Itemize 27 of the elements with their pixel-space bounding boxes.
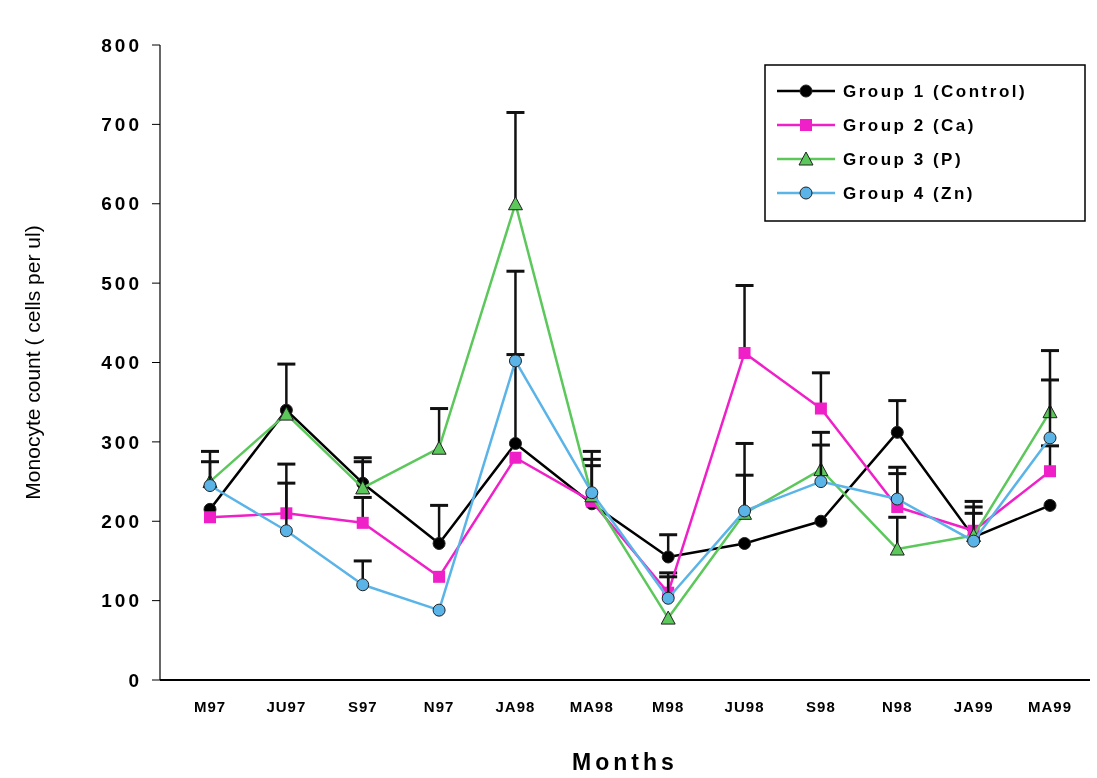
x-tick-label: MA98 [569,698,614,715]
x-axis-title: Months [572,749,678,775]
x-tick-label: S97 [347,698,378,715]
legend-label: Group 1 (Control) [843,81,1028,101]
x-tick-label: JU97 [266,698,307,715]
x-tick-label: S98 [806,698,836,715]
x-tick-label: N98 [882,698,913,715]
x-tick-label: N97 [423,698,455,715]
y-axis-title: Monocyte count ( cells per ul) [21,225,44,500]
y-tick-label: 0 [128,669,142,691]
legend-label: Group 3 (P) [843,149,964,169]
x-tick-label: M98 [652,698,685,715]
y-tick-label: 600 [101,193,142,215]
y-tick-label: 200 [101,510,142,532]
y-tick-label: 400 [101,352,142,374]
x-tick-label: JA98 [495,698,536,715]
legend-label: Group 2 (Ca) [843,115,976,135]
x-tick-label: M97 [193,698,227,715]
x-tick-label: JA99 [953,698,994,715]
y-tick-label: 800 [101,34,142,56]
x-tick-label: JU98 [724,698,765,715]
y-tick-label: 700 [101,114,142,136]
x-tick-label: MA99 [1027,698,1073,715]
legend-label: Group 4 (Zn) [843,183,975,203]
y-tick-label: 500 [101,272,142,294]
y-tick-label: 300 [101,431,142,453]
y-tick-label: 100 [101,590,142,612]
